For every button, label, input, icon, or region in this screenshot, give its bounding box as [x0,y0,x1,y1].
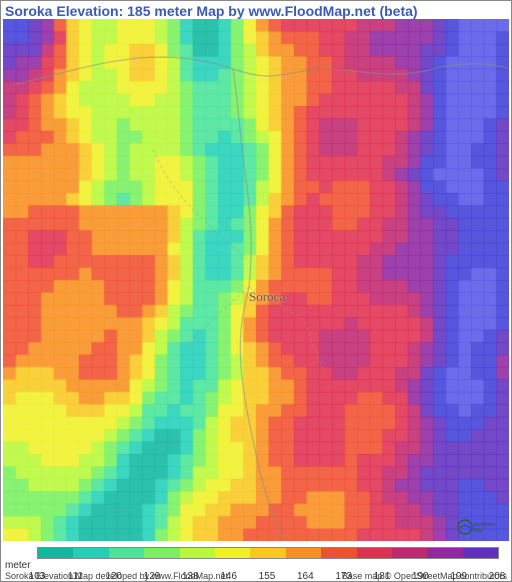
legend-colorbar [37,547,499,559]
osm-logo-icon: penStreet Map [457,517,505,537]
map-container: Soroka Elevation: 185 meter Map by www.F… [0,0,512,582]
svg-text:Map: Map [473,528,483,534]
elevation-heatmap [3,19,509,541]
page-title: Soroka Elevation: 185 meter Map by www.F… [5,3,418,19]
map-area[interactable] [3,19,509,541]
city-label: Soroca [249,289,285,305]
legend-unit-label: meter [5,560,31,571]
credit-left: Soroka Elevation Map developed by www.Fl… [5,571,228,581]
footer: meter 1031111201291381461551641731811901… [1,541,511,581]
credit-right: Base map © OpenStreetMap contributors [342,571,507,581]
